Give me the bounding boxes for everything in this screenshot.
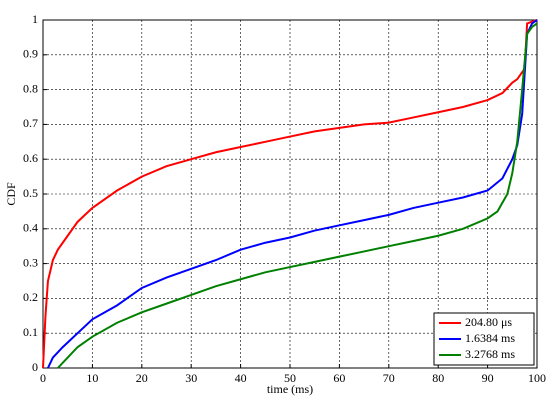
legend-label: 1.6384 ms — [465, 331, 515, 345]
legend: 204.80 μs 1.6384 ms 3.2768 ms — [433, 312, 535, 366]
y-tick-label: 0.6 — [23, 151, 38, 165]
y-axis-label: CDF — [4, 182, 18, 206]
x-tick-label: 10 — [86, 371, 98, 385]
plot-frame — [42, 19, 538, 369]
legend-label: 3.2768 ms — [465, 347, 515, 361]
x-tick-label: 20 — [136, 371, 148, 385]
y-tick-label: 0.3 — [23, 255, 38, 269]
x-tick-label: 50 — [284, 371, 296, 385]
y-tick-label: 0.7 — [23, 116, 38, 130]
x-tick-label: 60 — [333, 371, 345, 385]
y-tick-label: 0.8 — [23, 81, 38, 95]
cdf-line — [42, 19, 538, 369]
y-tick-label: 0.5 — [23, 186, 38, 200]
y-tick-label: 0.9 — [23, 47, 38, 61]
x-tick-label: 40 — [235, 371, 247, 385]
cdf-line — [57, 22, 538, 369]
legend-label: 204.80 μs — [465, 315, 512, 329]
x-tick-label: 0 — [40, 371, 46, 385]
x-axis-label: time (ms) — [267, 382, 313, 396]
y-tick-label: 0.2 — [23, 290, 38, 304]
x-tick-label: 80 — [432, 371, 444, 385]
x-tick-label: 90 — [482, 371, 494, 385]
y-tick-label: 1 — [32, 12, 38, 26]
x-tick-label: 70 — [383, 371, 395, 385]
x-tick-label: 30 — [185, 371, 197, 385]
y-tick-label: 0.1 — [23, 325, 38, 339]
y-tick-label: 0.4 — [23, 221, 38, 235]
y-tick-label: 0 — [32, 360, 38, 374]
x-tick-label: 100 — [528, 371, 546, 385]
